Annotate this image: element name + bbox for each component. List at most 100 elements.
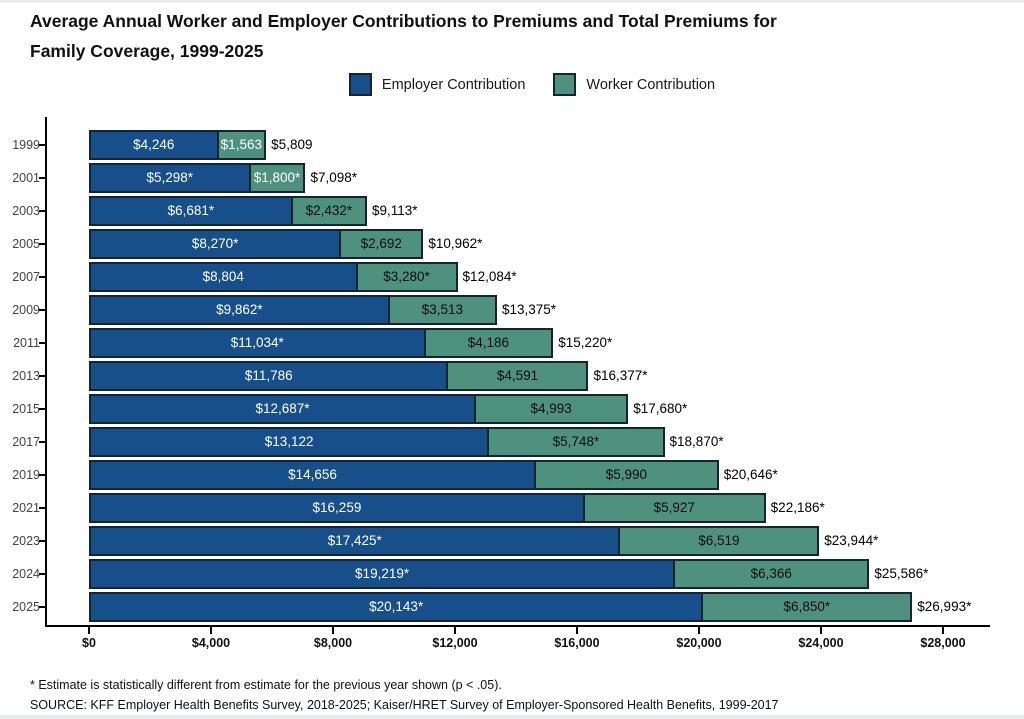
bar-label-employer-2011: $11,034* [230, 335, 284, 350]
bar-segment-employer-2003: $6,681* [89, 196, 293, 226]
bar-segment-employer-2013: $11,786 [89, 361, 449, 391]
x-axis-tick-label-$24,000: $24,000 [798, 636, 844, 650]
y-axis-label-2001: 2001 [12, 171, 40, 185]
x-axis-tick-label-$4,000: $4,000 [191, 636, 231, 650]
bar-segment-employer-2024: $19,219* [89, 559, 676, 589]
x-axis-line [45, 625, 990, 627]
bar-label-employer-2009: $9,862* [216, 302, 263, 317]
total-label-2017: $18,870* [669, 434, 724, 449]
bar-segment-employer-2025: $20,143* [89, 592, 704, 622]
y-axis-tick [39, 210, 46, 212]
chart-title-line2: Family Coverage, 1999-2025 [30, 41, 264, 61]
total-label-1999: $5,809 [271, 137, 313, 152]
bar-label-employer-2024: $19,219* [355, 566, 410, 581]
bar-segment-employer-2009: $9,862* [89, 295, 390, 325]
bar-segment-worker-1999: $1,563 [216, 130, 267, 160]
bar-label-worker-2021: $5,927 [653, 500, 695, 515]
y-axis-tick [39, 573, 46, 575]
employer-color-swatch-icon [348, 73, 372, 96]
total-label-2023: $23,944* [824, 533, 879, 548]
legend-label-employer: Employer Contribution [381, 76, 526, 93]
y-axis-label-2009: 2009 [12, 303, 40, 317]
bar-label-employer-2015: $12,687* [255, 401, 310, 416]
x-axis-tick-label-$0: $0 [82, 636, 96, 650]
bar-label-employer-2007: $8,804 [202, 269, 244, 284]
bar-segment-worker-2009: $3,513 [387, 295, 497, 325]
bar-label-worker-2001: $1,800* [253, 170, 301, 185]
footnote-asterisk: * Estimate is statistically different fr… [30, 678, 502, 692]
bar-label-worker-2017: $5,748* [552, 434, 600, 449]
x-axis-tick [332, 627, 334, 634]
chart-title: Average Annual Worker and Employer Contr… [30, 6, 964, 66]
y-axis-label-2023: 2023 [12, 534, 40, 548]
y-axis-tick [39, 144, 46, 146]
x-axis-tick-label-$28,000: $28,000 [920, 636, 966, 650]
bar-segment-worker-2024: $6,366 [673, 559, 870, 589]
bar-segment-worker-2001: $1,800* [248, 163, 306, 193]
total-label-2011: $15,220* [558, 335, 613, 350]
bar-label-employer-2005: $8,270* [191, 236, 239, 251]
y-axis-tick [39, 342, 46, 344]
bar-label-worker-2005: $2,692 [360, 236, 402, 251]
bar-segment-worker-2011: $4,186 [423, 328, 554, 358]
y-axis-label-2019: 2019 [12, 468, 40, 482]
bar-segment-employer-2017: $13,122 [89, 427, 490, 457]
legend: Employer Contribution Worker Contributio… [0, 73, 1024, 96]
bar-label-employer-2019: $14,656 [288, 467, 337, 482]
bar-segment-worker-2019: $5,990 [534, 460, 719, 490]
x-axis-tick [210, 627, 212, 634]
bar-segment-worker-2013: $4,591 [446, 361, 589, 391]
bar-segment-worker-2007: $3,280* [355, 262, 458, 292]
bar-segment-employer-2011: $11,034* [89, 328, 426, 358]
total-label-2019: $20,646* [723, 467, 778, 482]
y-axis-tick [39, 540, 46, 542]
bar-label-worker-2024: $6,366 [750, 566, 792, 581]
bar-label-employer-2023: $17,425* [327, 533, 382, 548]
bar-segment-employer-2023: $17,425* [89, 526, 621, 556]
bar-segment-worker-2005: $2,692 [339, 229, 424, 259]
y-axis-label-2017: 2017 [12, 435, 40, 449]
bar-label-worker-2013: $4,591 [496, 368, 539, 383]
y-axis-label-2015: 2015 [12, 402, 40, 416]
y-axis-label-2003: 2003 [12, 204, 40, 218]
legend-item-employer: Employer Contribution [348, 73, 526, 96]
bar-label-worker-1999: $1,563 [220, 137, 262, 152]
total-label-2003: $9,113* [371, 203, 418, 218]
footnote-source: SOURCE: KFF Employer Health Benefits Sur… [30, 698, 779, 712]
y-axis-tick [39, 375, 46, 377]
bottom-border-strip [0, 715, 1024, 719]
total-label-2015: $17,680* [633, 401, 688, 416]
x-axis-tick [576, 627, 578, 634]
bar-segment-employer-2015: $12,687* [89, 394, 476, 424]
x-axis-tick [942, 627, 944, 634]
legend-label-worker: Worker Contribution [586, 76, 716, 93]
total-label-2025: $26,993* [917, 599, 972, 614]
y-axis-tick [39, 507, 46, 509]
bar-segment-worker-2003: $2,432* [290, 196, 367, 226]
legend-item-worker: Worker Contribution [553, 73, 715, 96]
y-axis-label-1999: 1999 [12, 138, 40, 152]
x-axis-tick [698, 627, 700, 634]
x-axis-tick-label-$16,000: $16,000 [554, 636, 600, 650]
y-axis-tick [39, 474, 46, 476]
bar-label-employer-2001: $5,298* [146, 170, 194, 185]
total-label-2021: $22,186* [770, 500, 825, 515]
y-axis-label-2011: 2011 [13, 336, 40, 350]
bar-label-employer-2021: $16,259 [312, 500, 362, 515]
bar-label-employer-1999: $4,246 [133, 137, 175, 152]
y-axis-label-2005: 2005 [12, 237, 40, 251]
chart-title-line1: Average Annual Worker and Employer Contr… [30, 11, 777, 31]
bar-segment-employer-1999: $4,246 [89, 130, 219, 160]
total-label-2013: $16,377* [593, 368, 648, 383]
bar-segment-worker-2015: $4,993 [473, 394, 629, 424]
bar-segment-employer-2007: $8,804 [89, 262, 358, 292]
bar-label-worker-2025: $6,850* [783, 599, 831, 614]
y-axis-tick [39, 606, 46, 608]
bar-segment-worker-2025: $6,850* [701, 592, 913, 622]
bar-label-worker-2015: $4,993 [530, 401, 572, 416]
y-axis-tick [39, 177, 46, 179]
x-axis-tick [820, 627, 822, 634]
bar-label-employer-2013: $11,786 [244, 368, 293, 383]
y-axis-tick [39, 276, 46, 278]
